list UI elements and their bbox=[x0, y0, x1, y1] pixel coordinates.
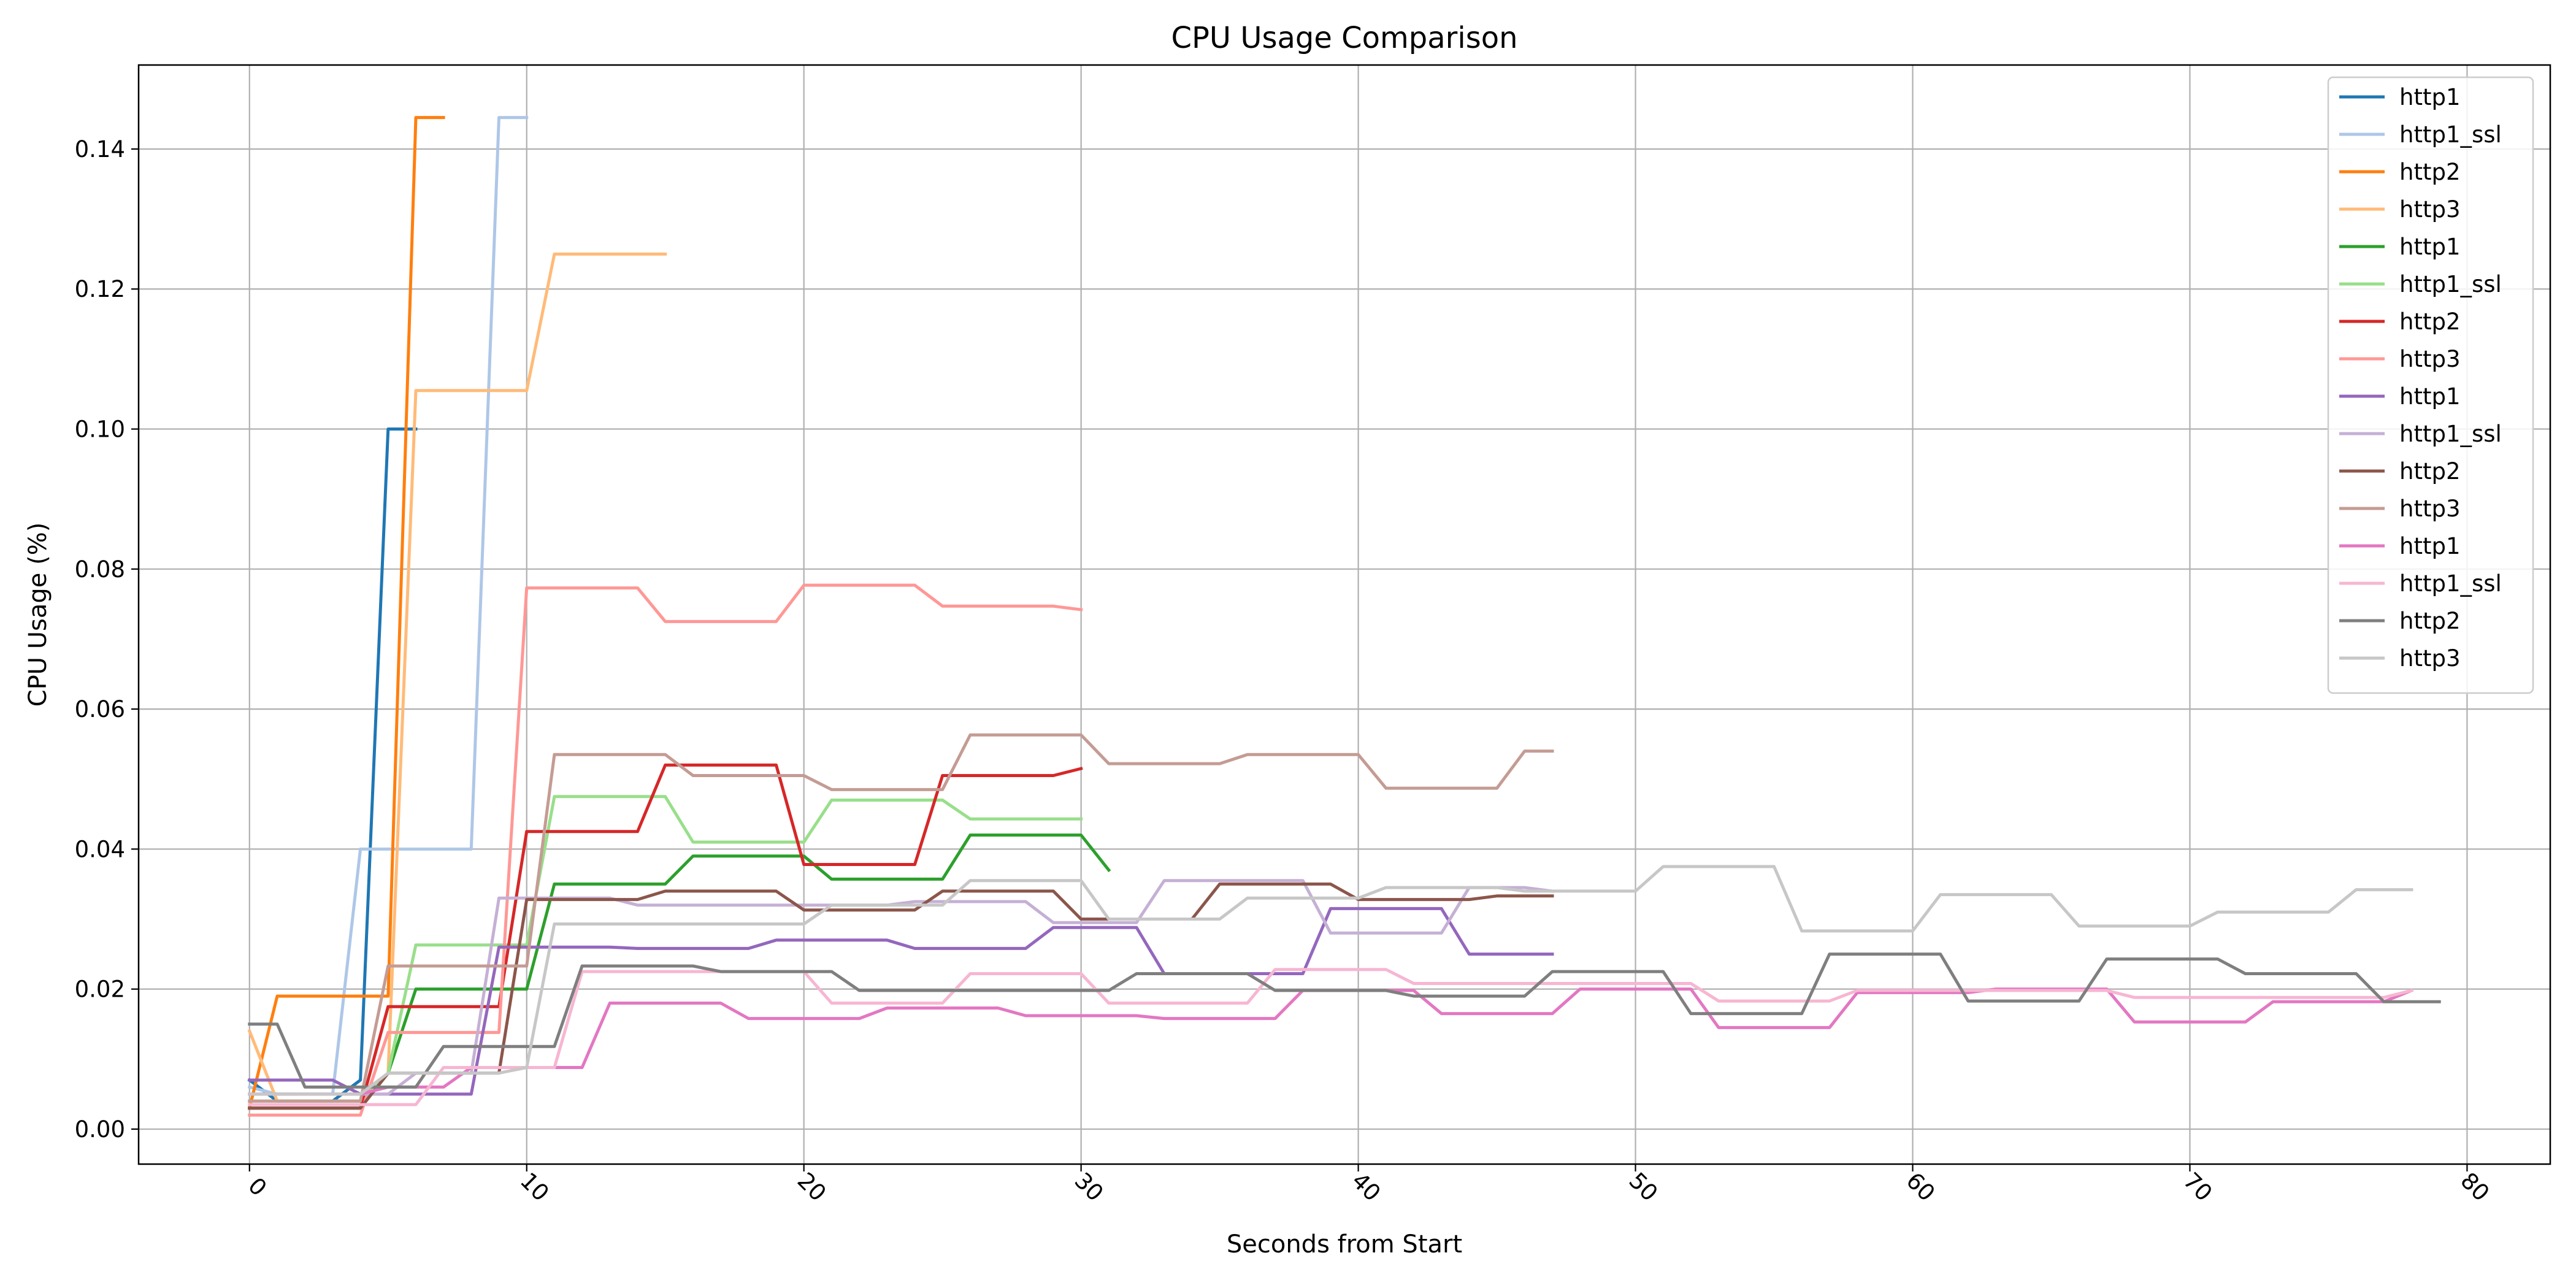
legend-label: http3 bbox=[2399, 645, 2461, 672]
legend-label: http1 bbox=[2399, 533, 2461, 559]
series-lines bbox=[247, 116, 2441, 1117]
series-line-2-http2 bbox=[247, 116, 445, 1110]
chart-title: CPU Usage Comparison bbox=[1171, 21, 1517, 55]
legend-box bbox=[2327, 76, 2534, 694]
legend-label: http1_ssl bbox=[2399, 421, 2502, 447]
y-tick-label: 0.12 bbox=[75, 276, 125, 302]
plot-frame bbox=[137, 64, 2551, 1165]
legend-label: http2 bbox=[2399, 309, 2461, 335]
legend-label: http1 bbox=[2399, 84, 2461, 110]
y-tick-label: 0.10 bbox=[75, 416, 125, 443]
legend-label: http3 bbox=[2399, 196, 2461, 223]
legend-label: http3 bbox=[2399, 496, 2461, 522]
series-line-13-http1-ssl bbox=[248, 968, 2414, 1106]
y-tick-label: 0.06 bbox=[75, 696, 125, 723]
series-line-8-http1 bbox=[248, 907, 1554, 1096]
series-line-7-http3 bbox=[248, 583, 1083, 1117]
series-line-15-http3 bbox=[248, 865, 2413, 1096]
series-line-4-http1 bbox=[248, 834, 1111, 1110]
legend-label: http1_ssl bbox=[2399, 570, 2502, 597]
legend-label: http3 bbox=[2399, 346, 2461, 372]
legend-label: http2 bbox=[2399, 458, 2461, 485]
legend-label: http1 bbox=[2399, 383, 2461, 410]
legend-label: http1_ssl bbox=[2399, 121, 2502, 148]
legend-label: http1 bbox=[2399, 234, 2461, 260]
y-tick-label: 0.00 bbox=[75, 1116, 125, 1143]
y-tick-label: 0.08 bbox=[75, 556, 125, 583]
legend: http1http1_sslhttp2http3http1http1_sslht… bbox=[2327, 76, 2534, 694]
series-line-6-http2 bbox=[248, 763, 1083, 1110]
x-axis-label: Seconds from Start bbox=[1227, 1230, 1462, 1259]
series-line-14-http2 bbox=[248, 953, 2441, 1089]
y-tick-label: 0.14 bbox=[75, 136, 125, 163]
legend-label: http1_ssl bbox=[2399, 271, 2502, 297]
legend-label: http2 bbox=[2399, 608, 2461, 634]
series-line-11-http3 bbox=[248, 733, 1554, 1103]
y-tick-label: 0.04 bbox=[75, 836, 125, 862]
y-axis-label: CPU Usage (%) bbox=[24, 523, 52, 707]
legend-label: http2 bbox=[2399, 159, 2461, 185]
y-tick-label: 0.02 bbox=[75, 976, 125, 1003]
